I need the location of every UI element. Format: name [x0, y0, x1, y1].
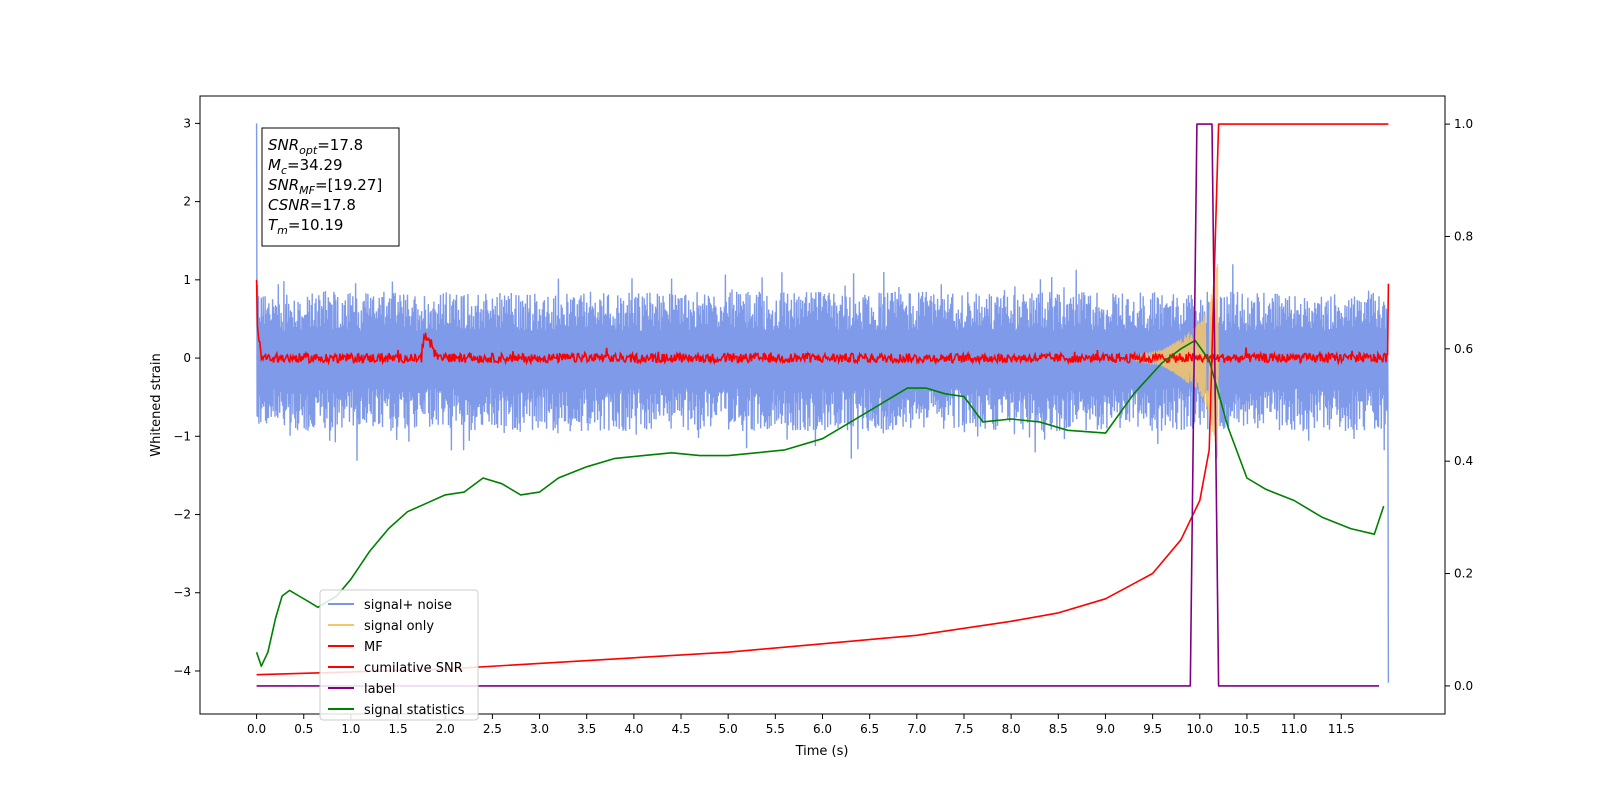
- y2-tick-label: 0.8: [1454, 229, 1473, 243]
- x-tick-label: 2.0: [436, 722, 455, 736]
- legend-label: cumilative SNR: [364, 661, 463, 676]
- y-tick-label: −1: [173, 429, 191, 443]
- x-tick-label: 0.5: [294, 722, 313, 736]
- x-tick-label: 6.5: [860, 722, 879, 736]
- legend-label: MF: [364, 640, 383, 655]
- x-tick-label: 10.0: [1186, 722, 1213, 736]
- legend-label: signal only: [364, 619, 434, 634]
- y-tick-label: −3: [173, 586, 191, 600]
- y-tick-label: −4: [173, 664, 191, 678]
- annotation-box: [261, 127, 400, 247]
- x-tick-label: 5.0: [719, 722, 738, 736]
- y2-tick-label: 0.4: [1454, 454, 1473, 468]
- x-tick-label: 5.5: [766, 722, 785, 736]
- x-tick-label: 2.5: [483, 722, 502, 736]
- y2-tick-label: 0.0: [1454, 679, 1473, 693]
- x-tick-label: 1.5: [389, 722, 408, 736]
- x-tick-label: 9.5: [1143, 722, 1162, 736]
- annotation-line: Tm=10.19: [268, 216, 343, 237]
- legend: signal+ noise signal only MF cumilative SNR…: [319, 589, 479, 721]
- x-tick-label: 3.0: [530, 722, 549, 736]
- x-tick-label: 0.0: [247, 722, 266, 736]
- x-axis-label: Time (s): [795, 744, 849, 759]
- x-tick-label: 4.0: [624, 722, 643, 736]
- x-tick-label: 3.5: [577, 722, 596, 736]
- y2-tick-label: 0.6: [1454, 342, 1473, 356]
- x-tick-label: 8.0: [1002, 722, 1021, 736]
- series-cumulative-snr: [256, 123, 1389, 676]
- series-mf: [255, 279, 1390, 366]
- x-tick-label: 1.0: [341, 722, 360, 736]
- x-tick-label: 11.0: [1281, 722, 1308, 736]
- x-tick-label: 6.0: [813, 722, 832, 736]
- axes: 0.0 0.5 1.0 1.5 2.0 2.5 3.0 3.5 4.0 4.5 5.0 5.5 6.0 6…: [173, 116, 1473, 736]
- x-tick-label: 7.5: [954, 722, 973, 736]
- x-tick-label: 10.5: [1234, 722, 1261, 736]
- x-tick-label: 11.5: [1328, 722, 1355, 736]
- x-tick-label: 8.5: [1049, 722, 1068, 736]
- annotation-line: SNRMF=[19.27]: [268, 176, 382, 197]
- legend-label: signal+ noise: [364, 598, 452, 613]
- annotation-line: SNRopt=17.8: [268, 136, 363, 157]
- x-tick-label: 4.5: [671, 722, 690, 736]
- series-label: [256, 123, 1379, 687]
- x-tick-label: 9.0: [1096, 722, 1115, 736]
- legend-label: label: [364, 682, 395, 697]
- x-tick-label: 7.0: [907, 722, 926, 736]
- y2-tick-label: 0.2: [1454, 567, 1473, 581]
- y-tick-label: 0: [183, 351, 191, 365]
- stats-annotation: SNRopt=17.8Mc=34.29SNRMF=[19.27]CSNR=17.…: [261, 127, 400, 247]
- y-tick-label: −2: [173, 508, 191, 522]
- legend-label: signal statistics: [364, 703, 465, 718]
- series-signal-noise: [255, 123, 1390, 683]
- y-tick-label: 3: [183, 116, 191, 130]
- legend-box: [319, 589, 479, 721]
- y2-tick-label: 1.0: [1454, 117, 1473, 131]
- annotation-line: CSNR=17.8: [268, 196, 356, 214]
- y-tick-label: 2: [183, 195, 191, 209]
- y-axis-label: Whitened strain: [149, 353, 164, 456]
- annotation-line: Mc=34.29: [268, 156, 343, 177]
- y-tick-label: 1: [183, 273, 191, 287]
